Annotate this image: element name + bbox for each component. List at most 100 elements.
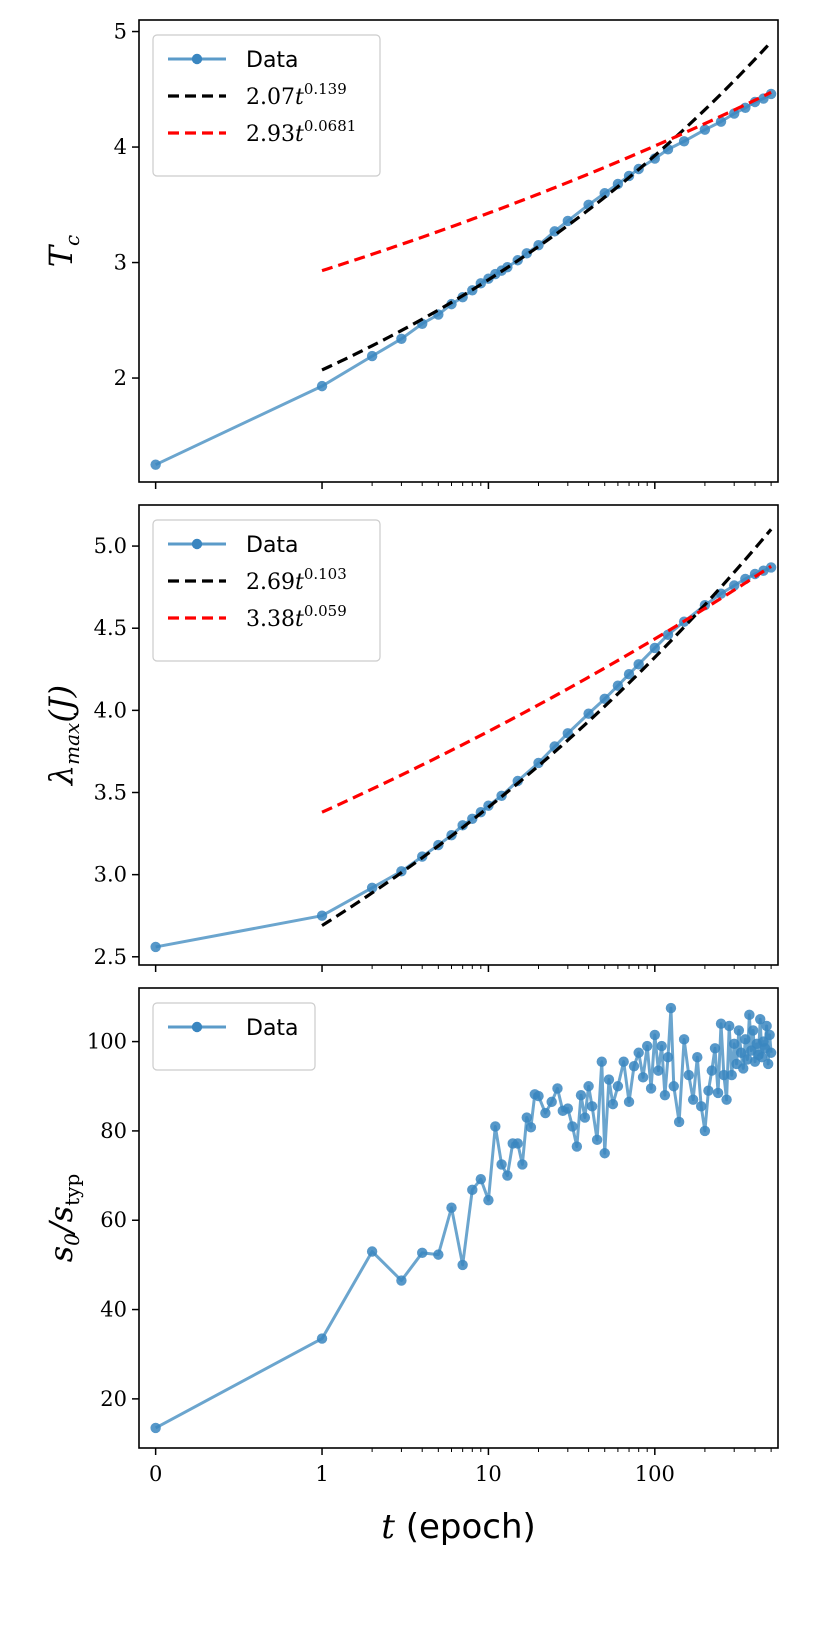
legend-box xyxy=(152,519,381,662)
data-point xyxy=(656,1040,667,1052)
data-point xyxy=(683,1069,694,1081)
y-axis-label: Tc xyxy=(42,235,84,268)
data-point xyxy=(653,1065,664,1076)
data-point xyxy=(623,1096,635,1108)
data-point xyxy=(579,1112,591,1123)
data-point xyxy=(755,1014,766,1025)
legend-label: Data xyxy=(246,48,299,73)
data-point xyxy=(490,1121,501,1132)
data-point xyxy=(765,1047,777,1058)
data-point xyxy=(316,910,328,921)
y-tick-label: 20 xyxy=(100,1387,127,1411)
data-point xyxy=(521,248,532,259)
data-point xyxy=(699,1125,711,1137)
y-tick-label: 5.0 xyxy=(94,534,127,558)
fit-line-1 xyxy=(321,528,773,927)
data-point xyxy=(396,1275,407,1286)
y-tick-label: 3.5 xyxy=(94,781,127,805)
legend-label: 2.07t0.139 xyxy=(246,80,347,110)
data-point xyxy=(738,1063,749,1074)
data-point xyxy=(762,1058,774,1070)
data-point xyxy=(665,1002,677,1014)
y-axis-label: s0/styp xyxy=(42,1174,84,1263)
data-point xyxy=(715,1018,727,1029)
legend-label: Data xyxy=(246,1016,299,1041)
y-tick-label: 80 xyxy=(100,1119,127,1143)
data-point xyxy=(366,350,378,362)
data-point xyxy=(718,1069,730,1081)
data-point xyxy=(612,680,624,691)
panel-2: 2.5 3.0 3.5 4.0 4.5 5.0 Data 2.69t0.103 3.38t0.0… xyxy=(42,504,779,972)
data-point xyxy=(575,1089,587,1101)
data-point xyxy=(744,1009,755,1020)
data-point xyxy=(433,1249,444,1260)
legend-marker xyxy=(191,538,203,550)
data-point xyxy=(699,124,711,135)
data-point xyxy=(540,1107,551,1119)
fit-line-1 xyxy=(321,40,773,372)
data-point xyxy=(628,1060,640,1072)
x-tick-label: 10 xyxy=(475,1462,502,1486)
data-point xyxy=(668,1081,679,1092)
data-point xyxy=(571,1141,583,1152)
data-point xyxy=(150,459,161,470)
x-axis-label: t (epoch) xyxy=(381,1507,536,1547)
data-point xyxy=(366,1246,378,1257)
y-tick-label: 3 xyxy=(114,251,127,275)
data-point xyxy=(618,1056,629,1067)
legend-marker xyxy=(191,1021,203,1033)
data-point xyxy=(586,1101,598,1112)
y-tick-label: 40 xyxy=(100,1298,127,1322)
data-point xyxy=(599,693,610,705)
y-tick-label: 4 xyxy=(114,135,127,159)
legend-box xyxy=(152,34,381,177)
data-point xyxy=(623,669,635,680)
x-tick-label: 0 xyxy=(149,1462,162,1486)
data-point xyxy=(633,1047,644,1058)
data-point xyxy=(517,1159,528,1170)
data-point xyxy=(662,629,674,640)
legend-label: 2.93t0.0681 xyxy=(246,117,356,147)
data-point xyxy=(709,1043,721,1054)
data-point xyxy=(612,1081,624,1092)
data-point xyxy=(502,1170,513,1181)
data-point xyxy=(633,659,644,670)
data-point xyxy=(706,1065,717,1076)
plot-frame xyxy=(138,987,779,1449)
data-point xyxy=(612,178,624,190)
data-point xyxy=(512,1138,523,1149)
data-point xyxy=(496,1159,507,1170)
data-line xyxy=(154,1006,773,1430)
y-tick-label: 2.5 xyxy=(94,945,127,969)
data-point xyxy=(747,1025,759,1036)
data-point xyxy=(446,1202,457,1213)
plot-frame xyxy=(138,19,779,483)
data-point xyxy=(728,108,740,119)
data-point xyxy=(692,1052,703,1063)
data-point xyxy=(150,941,161,953)
data-point xyxy=(417,1247,428,1259)
panel-3: 20 40 60 80 100 0 1 10 100 Data s0/styp xyxy=(42,987,779,1486)
data-point xyxy=(687,1094,699,1105)
legend-label: Data xyxy=(246,533,299,558)
data-point xyxy=(735,1047,747,1058)
data-point xyxy=(457,1259,468,1271)
data-point xyxy=(150,1422,161,1434)
y-axis-label: λmax(J) xyxy=(42,685,84,787)
data-point xyxy=(756,1052,768,1063)
data-point xyxy=(726,1069,737,1081)
data-point xyxy=(396,333,407,344)
data-point xyxy=(649,642,661,654)
data-point xyxy=(591,1134,603,1146)
data-point xyxy=(721,1094,732,1105)
legend-label: 2.69t0.103 xyxy=(246,565,347,595)
data-point xyxy=(521,1112,532,1123)
data-point xyxy=(761,1020,772,1032)
data-point xyxy=(533,1090,544,1102)
y-tick-label: 5 xyxy=(114,20,127,44)
fit-line-2 xyxy=(321,90,772,273)
y-tick-label: 3.0 xyxy=(94,863,127,887)
data-point xyxy=(316,1333,328,1344)
data-point xyxy=(467,1184,478,1196)
data-point xyxy=(603,1074,615,1085)
